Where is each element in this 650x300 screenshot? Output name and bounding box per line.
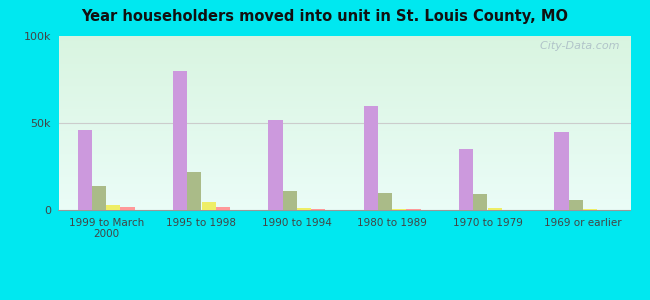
Bar bbox=[92, 186, 106, 210]
Bar bbox=[569, 200, 583, 210]
Bar bbox=[378, 193, 392, 210]
Bar bbox=[187, 172, 202, 210]
Bar bbox=[202, 202, 216, 210]
Bar bbox=[406, 209, 421, 210]
Bar bbox=[488, 208, 502, 210]
Bar bbox=[459, 149, 473, 210]
Bar bbox=[311, 208, 326, 210]
Bar bbox=[173, 71, 187, 210]
Bar bbox=[297, 208, 311, 210]
Bar bbox=[392, 208, 406, 210]
Bar bbox=[106, 205, 120, 210]
Bar bbox=[216, 206, 230, 210]
Bar bbox=[554, 132, 569, 210]
Bar bbox=[363, 106, 378, 210]
Bar bbox=[268, 119, 283, 210]
Bar bbox=[120, 207, 135, 210]
Text: Year householders moved into unit in St. Louis County, MO: Year householders moved into unit in St.… bbox=[81, 9, 569, 24]
Bar bbox=[283, 191, 297, 210]
Bar bbox=[473, 194, 488, 210]
Bar bbox=[583, 209, 597, 210]
Bar bbox=[77, 130, 92, 210]
Text: City-Data.com: City-Data.com bbox=[532, 41, 619, 51]
